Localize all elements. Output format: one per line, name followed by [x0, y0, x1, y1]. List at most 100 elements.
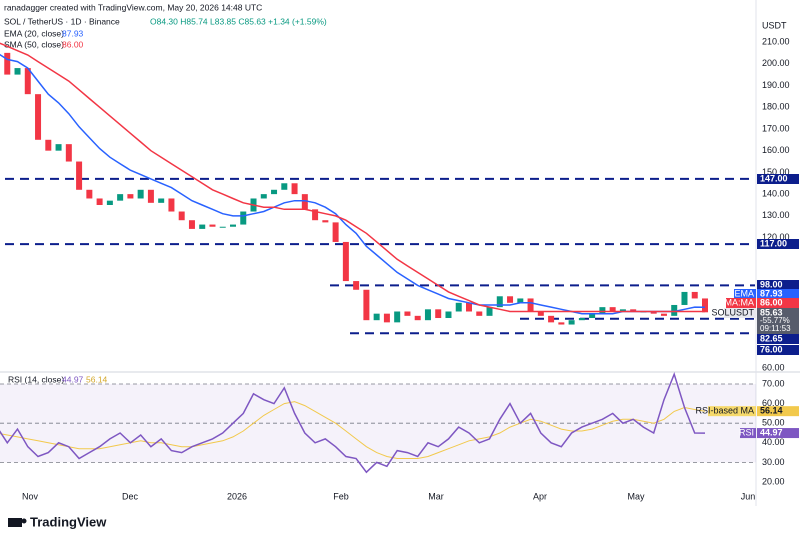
- x-tick-label: 2026: [227, 491, 247, 501]
- level-badge-bg: [757, 280, 799, 290]
- x-tick-label: May: [627, 491, 645, 501]
- candle: [435, 309, 442, 319]
- level-badge: 98.00: [760, 279, 783, 289]
- candle: [373, 313, 380, 321]
- candle: [55, 144, 62, 151]
- candle: [230, 224, 236, 227]
- x-tick-label: Dec: [122, 491, 139, 501]
- candle: [271, 189, 278, 195]
- x-tick-label: Feb: [333, 491, 349, 501]
- candle: [96, 198, 103, 205]
- candle: [117, 194, 124, 201]
- candle: [209, 224, 216, 227]
- badge-name: RSI: [739, 427, 754, 437]
- credit: ranadagger created with TradingView.com,…: [4, 2, 262, 12]
- y-tick-label: 140.00: [762, 189, 790, 199]
- candle: [609, 307, 616, 312]
- rsi-tick-label: 70.00: [762, 378, 785, 388]
- y-tick-label: 60.00: [762, 362, 785, 372]
- level-badge-bg: [757, 334, 799, 344]
- candle: [537, 311, 544, 316]
- rsi-line: [0, 371, 706, 474]
- candle: [681, 291, 688, 305]
- sma-legend: SMA (50, close): [4, 39, 64, 49]
- candle: [14, 68, 21, 75]
- candle: [281, 183, 288, 190]
- candle: [168, 198, 175, 212]
- candle: [363, 289, 370, 321]
- candle: [332, 222, 339, 242]
- candle: [671, 304, 678, 316]
- badge-name-bg: [726, 298, 756, 308]
- rsi-badge: 44.97: [760, 427, 783, 437]
- candle: [137, 189, 144, 199]
- candle: [219, 226, 226, 228]
- candle: [45, 139, 52, 151]
- currency: USDT: [762, 20, 787, 30]
- y-tick-label: 180.00: [762, 102, 790, 112]
- candle: [548, 315, 555, 323]
- last-badge-bg: [757, 308, 799, 334]
- ema-badge: 87.93: [760, 288, 783, 298]
- candle: [158, 198, 165, 203]
- rsi-tick-label: 40.00: [762, 437, 785, 447]
- candle: [650, 311, 657, 314]
- candle: [291, 183, 298, 195]
- candle: [76, 161, 83, 190]
- rsi-tick-label: 20.00: [762, 476, 785, 486]
- candle: [558, 322, 565, 325]
- y-tick-label: 170.00: [762, 123, 790, 133]
- candle: [240, 211, 247, 225]
- candle: [353, 281, 360, 290]
- candle: [106, 200, 113, 205]
- candle: [702, 298, 708, 313]
- rsi-ma-badge-bg: [757, 406, 799, 417]
- candle: [178, 211, 185, 221]
- ema-legend-value: 87.93: [62, 28, 84, 38]
- rsi-ma-legend-value: 56.14: [86, 374, 108, 384]
- candle: [394, 311, 401, 323]
- last-change: -55.77%: [760, 316, 790, 325]
- level-badge: 82.65: [760, 333, 783, 343]
- candle: [86, 189, 93, 199]
- symbol: SOL / TetherUS · 1D · Binance: [4, 16, 120, 26]
- badge-name: EMA: [734, 288, 754, 298]
- rsi-badge-bg: [757, 428, 799, 439]
- rsi-ma-badge: 56.14: [760, 406, 783, 416]
- candle: [445, 311, 452, 319]
- candle: [619, 309, 626, 312]
- candle: [496, 296, 503, 308]
- candle: [589, 313, 596, 319]
- candle: [199, 224, 206, 229]
- candle: [660, 313, 667, 316]
- rsi-tick-label: 50.00: [762, 418, 785, 428]
- sma-legend-value: 86.00: [62, 39, 84, 49]
- candle: [301, 194, 308, 210]
- countdown: 09:11:53: [760, 324, 791, 333]
- rsi-legend: RSI (14, close): [8, 374, 64, 384]
- y-tick-label: 190.00: [762, 80, 790, 90]
- candle: [147, 189, 154, 203]
- y-tick-label: 200.00: [762, 58, 790, 68]
- badge-name-bg: [708, 406, 756, 417]
- candle: [65, 144, 72, 162]
- candle: [188, 220, 195, 229]
- candle: [260, 194, 267, 199]
- candle: [127, 194, 134, 199]
- candle: [691, 291, 698, 299]
- ma-line: [0, 42, 705, 313]
- candle: [35, 94, 42, 140]
- badge-name-bg: [724, 308, 756, 318]
- candle: [4, 52, 11, 75]
- candle: [466, 302, 472, 312]
- candle: [507, 296, 514, 303]
- badge-name-bg: [740, 428, 756, 439]
- badge-name-bg: [734, 289, 756, 299]
- rsi-tick-label: 60.00: [762, 398, 785, 408]
- candle: [414, 315, 421, 321]
- level-badge: 117.00: [760, 238, 787, 248]
- candle: [455, 302, 462, 312]
- candle: [312, 209, 319, 221]
- last-badge: 85.63: [760, 307, 783, 317]
